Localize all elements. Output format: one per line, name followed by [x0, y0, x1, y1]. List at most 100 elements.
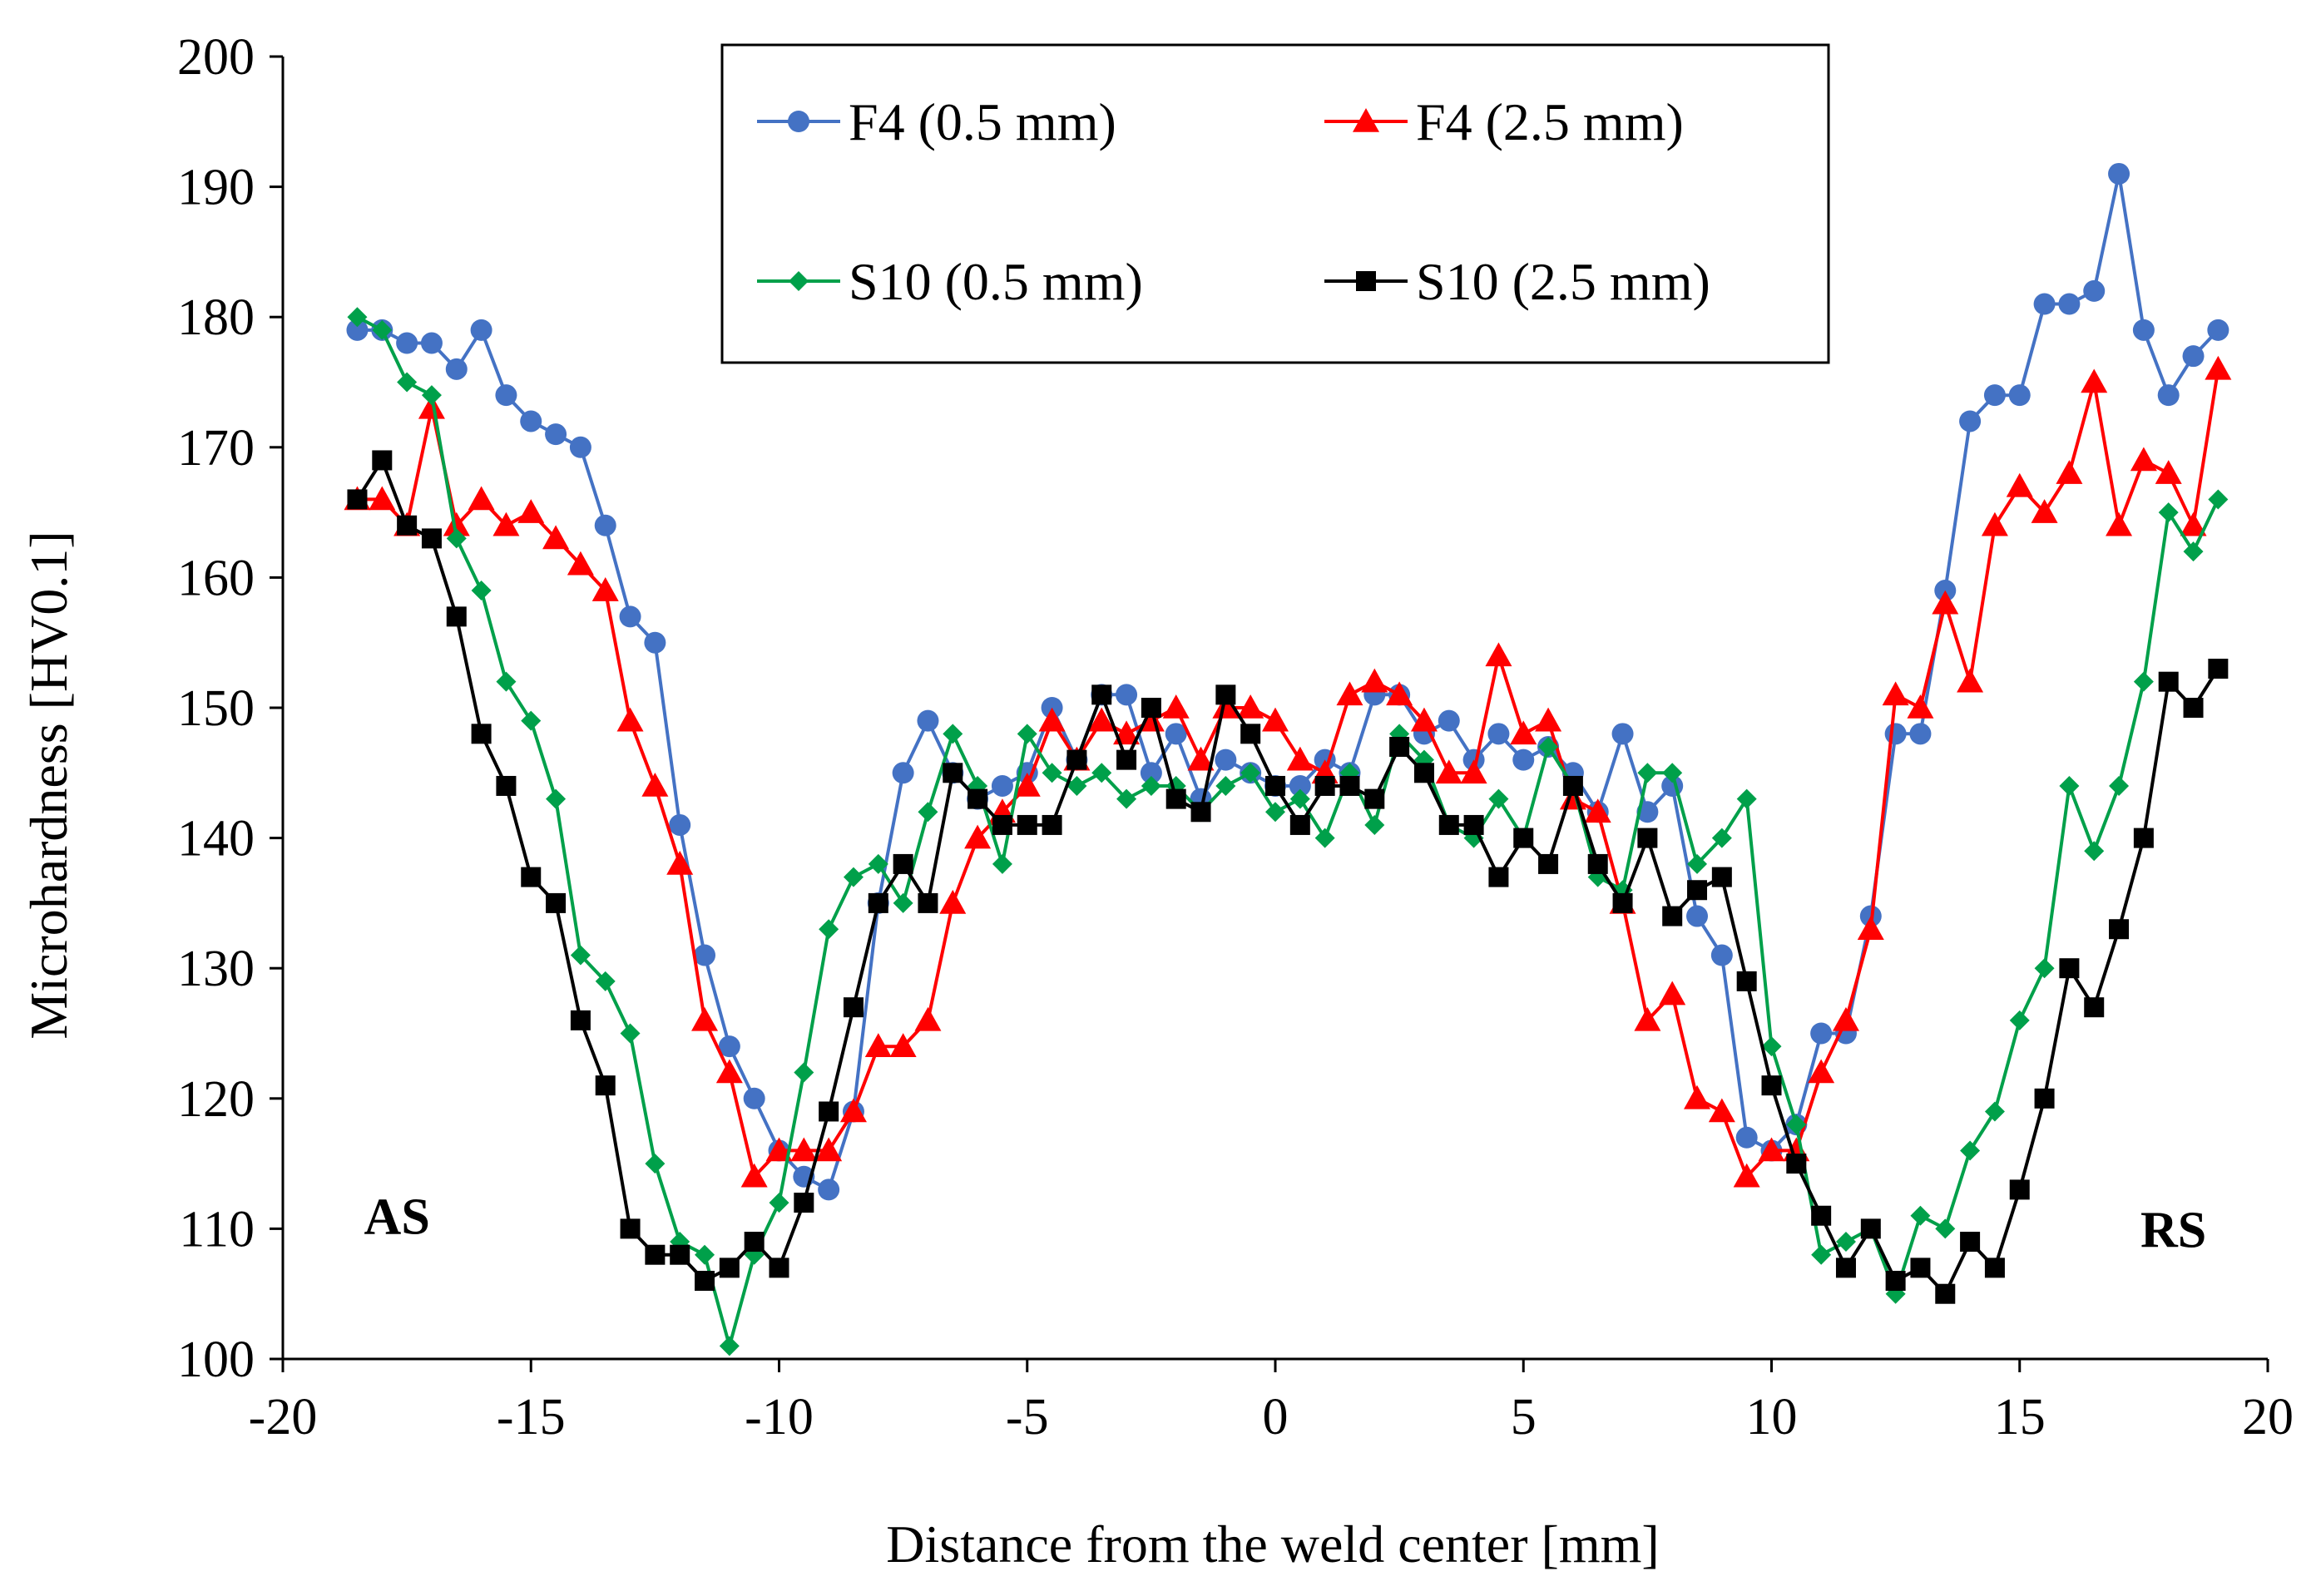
- legend-item-2: F4 (2.5 mm): [1324, 92, 1684, 151]
- data-point: [1637, 763, 1658, 783]
- data-point: [1386, 681, 1413, 706]
- data-point: [1960, 1232, 1981, 1253]
- data-point: [2009, 1179, 2030, 1200]
- data-point: [495, 384, 517, 407]
- legend-swatch-marker: [789, 271, 809, 291]
- data-point: [1736, 788, 1757, 809]
- data-point: [1810, 1022, 1833, 1045]
- data-point: [1162, 694, 1190, 719]
- y-tick-label: 160: [177, 550, 255, 606]
- series-layer: [344, 162, 2232, 1356]
- data-point: [2155, 460, 2182, 484]
- data-point: [2081, 368, 2108, 393]
- data-point: [1410, 707, 1438, 732]
- data-point: [691, 1006, 719, 1031]
- data-point: [964, 824, 992, 849]
- data-point: [2109, 775, 2130, 796]
- data-point: [1066, 749, 1087, 770]
- data-point: [470, 319, 492, 341]
- data-point: [2033, 293, 2056, 315]
- x-tick-label: 10: [1746, 1389, 1798, 1445]
- data-point: [943, 724, 963, 744]
- data-point: [2180, 511, 2207, 536]
- data-point: [1091, 763, 1112, 783]
- data-point: [2058, 293, 2081, 315]
- data-point: [2208, 659, 2229, 679]
- legend-swatch-marker: [1353, 108, 1379, 132]
- data-point: [1736, 971, 1757, 991]
- data-point: [372, 319, 393, 340]
- data-point: [1538, 853, 1559, 874]
- data-point: [1116, 684, 1138, 706]
- data-point: [1042, 763, 1062, 783]
- data-point: [1460, 759, 1487, 784]
- data-point: [1364, 788, 1385, 809]
- data-point: [1265, 802, 1285, 823]
- data-point: [2006, 472, 2033, 497]
- data-point: [1240, 763, 1261, 783]
- x-tick-label: 5: [1511, 1389, 1537, 1445]
- data-point: [1141, 698, 1161, 718]
- y-tick-label: 140: [177, 811, 255, 867]
- x-axis-title: Distance from the weld center [mm]: [886, 1514, 1659, 1574]
- data-point: [670, 1244, 690, 1265]
- data-point: [421, 385, 442, 406]
- data-point: [1811, 1205, 1832, 1226]
- data-point: [446, 528, 467, 549]
- data-point: [1761, 1075, 1782, 1096]
- data-point: [2183, 698, 2204, 718]
- data-point: [1711, 867, 1732, 887]
- data-point: [917, 709, 939, 732]
- data-point: [1488, 788, 1509, 809]
- data-point: [1485, 642, 1512, 667]
- data-point: [2031, 499, 2058, 523]
- data-point: [2008, 384, 2031, 407]
- data-point: [1584, 798, 1611, 823]
- data-point: [2183, 541, 2204, 562]
- data-point: [718, 1035, 740, 1058]
- data-point: [1116, 788, 1137, 809]
- data-point: [594, 514, 616, 536]
- data-point: [1835, 1258, 1856, 1278]
- data-point: [765, 1137, 793, 1162]
- data-point: [471, 581, 492, 601]
- data-point: [521, 710, 542, 731]
- y-tick-label: 180: [177, 289, 255, 346]
- data-point: [1708, 1098, 1735, 1123]
- y-tick-label: 150: [177, 680, 255, 737]
- data-point: [1786, 1154, 1807, 1174]
- data-point: [992, 853, 1012, 874]
- data-point: [471, 724, 492, 744]
- data-point: [1959, 410, 1982, 432]
- data-point: [1907, 694, 1934, 719]
- data-point: [492, 511, 520, 536]
- data-point: [546, 788, 567, 809]
- data-point: [521, 867, 542, 887]
- data-point: [715, 1059, 743, 1084]
- data-point: [620, 1218, 641, 1239]
- data-point: [1957, 668, 1984, 693]
- data-point: [843, 867, 864, 887]
- data-point: [1960, 1140, 1981, 1161]
- y-tick-label: 110: [179, 1201, 255, 1258]
- data-point: [1237, 694, 1264, 719]
- data-point: [1361, 668, 1388, 693]
- data-point: [1535, 707, 1562, 732]
- data-point: [641, 772, 669, 797]
- annotation-rs: RS: [2140, 1202, 2206, 1258]
- data-point: [1038, 707, 1066, 732]
- data-point: [443, 511, 470, 536]
- data-point: [815, 1137, 843, 1162]
- data-point: [914, 1006, 942, 1031]
- data-point: [769, 1258, 789, 1278]
- data-point: [421, 528, 442, 549]
- data-point: [918, 892, 938, 913]
- data-point: [567, 551, 594, 576]
- data-point: [1140, 762, 1162, 784]
- data-point: [868, 892, 888, 913]
- data-point: [1662, 763, 1683, 783]
- data-point: [2083, 279, 2106, 302]
- data-point: [2133, 671, 2154, 692]
- data-point: [790, 1137, 818, 1162]
- data-point: [591, 577, 619, 601]
